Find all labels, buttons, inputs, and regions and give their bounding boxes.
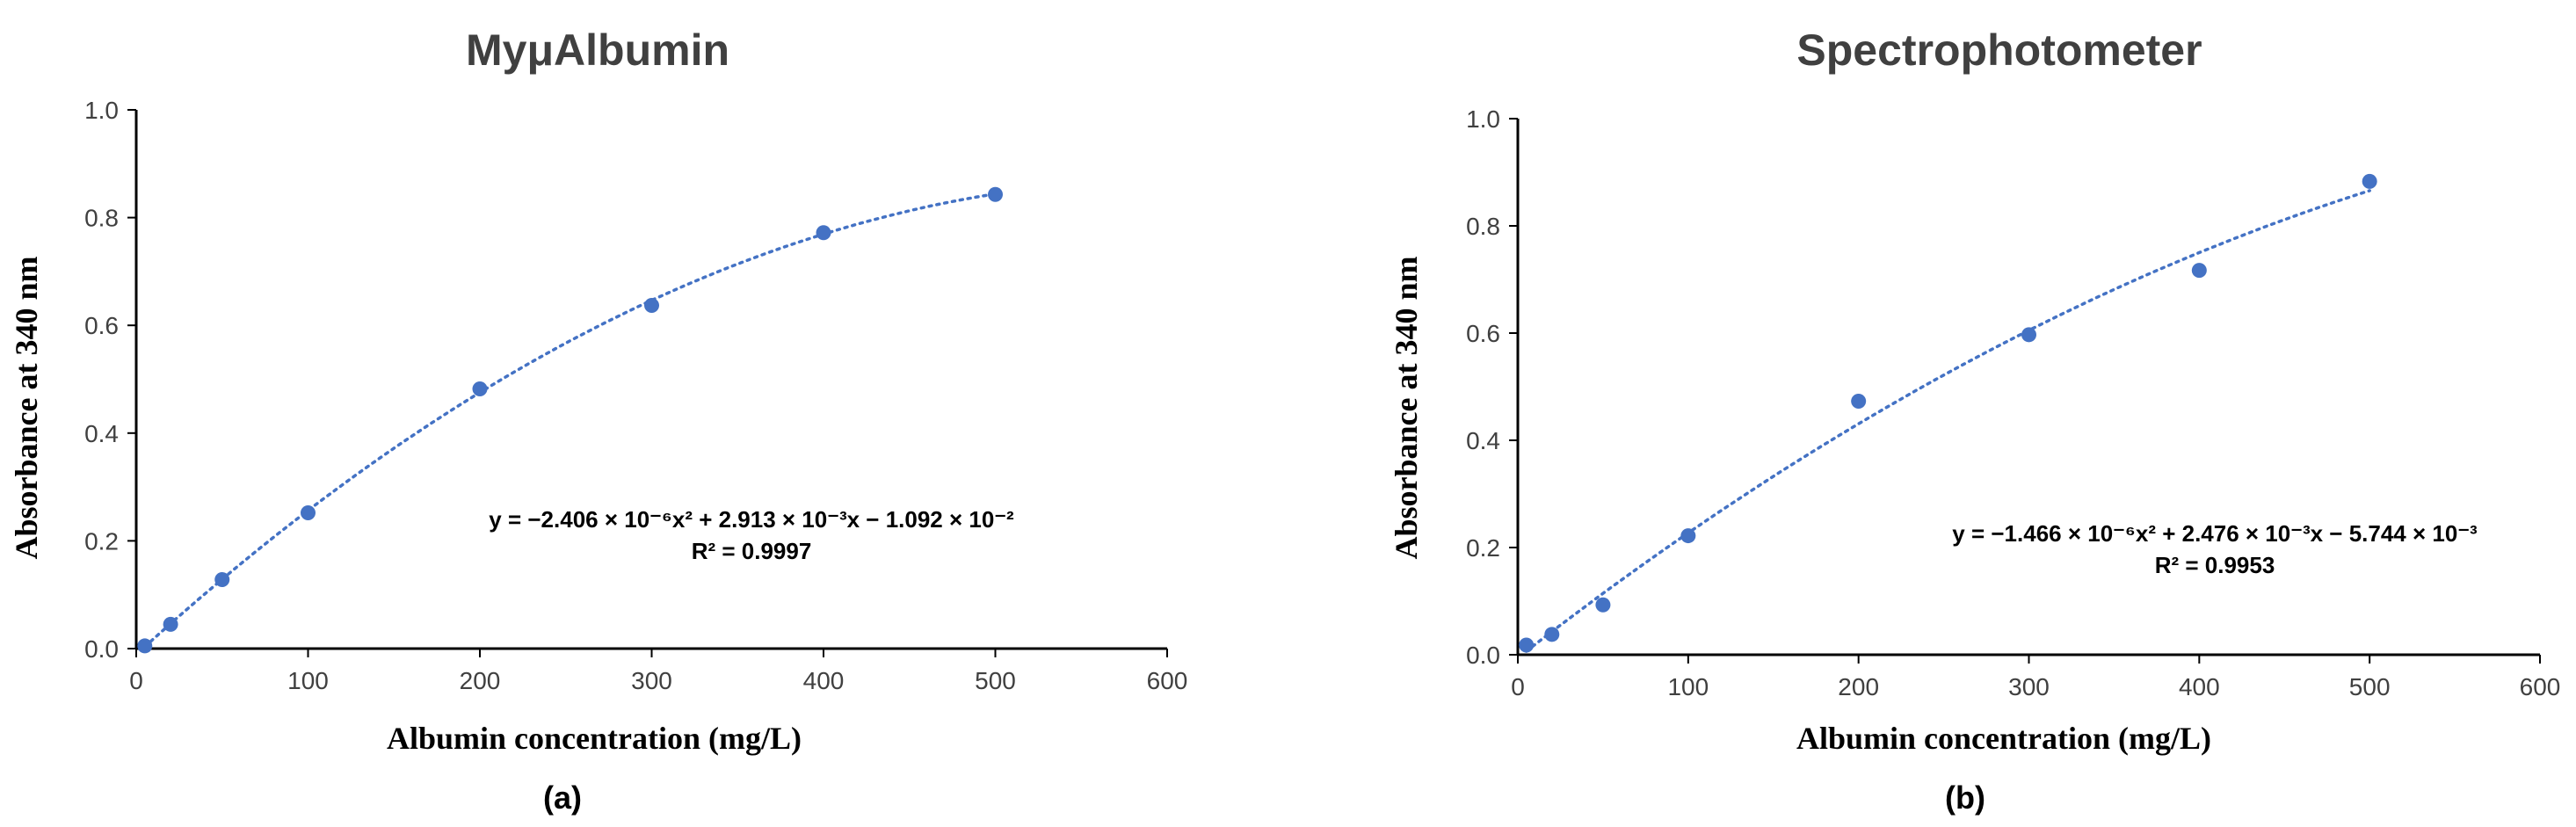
data-point — [2191, 263, 2207, 279]
y-tick-label: 0.4 — [1466, 427, 1500, 454]
chart-title: Spectrophotometer — [1796, 25, 2202, 75]
data-point — [1519, 637, 1535, 653]
data-point — [988, 186, 1003, 202]
data-point — [301, 505, 316, 521]
panel-label: (b) — [1945, 780, 1985, 816]
y-tick-label: 0.4 — [84, 420, 119, 447]
data-point — [214, 572, 230, 588]
r-squared-label: R² = 0.9953 — [2155, 552, 2275, 578]
x-axis-label: Albumin concentration (mg/L) — [1796, 721, 2211, 756]
trendline — [143, 192, 998, 649]
y-tick-label: 1.0 — [1466, 105, 1500, 133]
data-point — [644, 298, 659, 314]
data-point — [2021, 327, 2036, 343]
panel-label: (a) — [543, 780, 582, 816]
x-tick-label: 500 — [2349, 673, 2391, 700]
x-tick-label: 100 — [287, 667, 329, 694]
data-point — [137, 638, 153, 654]
x-tick-label: 0 — [129, 667, 143, 694]
x-tick-label: 300 — [631, 667, 672, 694]
data-point — [1595, 597, 1611, 613]
y-tick-label: 0.6 — [1466, 320, 1500, 347]
data-point — [472, 381, 488, 397]
x-tick-label: 200 — [1838, 673, 1879, 700]
panel-b: Spectrophotometer Absorbance at 340 nm A… — [1389, 25, 2560, 816]
x-tick-label: 300 — [2008, 673, 2050, 700]
x-tick-label: 0 — [1511, 673, 1525, 700]
x-tick-label: 500 — [975, 667, 1016, 694]
x-tick-label: 400 — [2179, 673, 2220, 700]
r-squared-label: R² = 0.9997 — [692, 538, 812, 564]
y-tick-label: 0.2 — [84, 527, 119, 555]
y-axis-label: Absorbance at 340 nm — [9, 256, 44, 559]
y-tick-label: 0.8 — [84, 205, 119, 232]
y-axis-label: Absorbance at 340 nm — [1389, 256, 1424, 559]
chart-title: MyμAlbumin — [466, 25, 729, 75]
y-tick-label: 0.6 — [84, 312, 119, 339]
y-tick-label: 0.0 — [1466, 642, 1500, 669]
x-tick-label: 200 — [460, 667, 501, 694]
trendline-equation: y = −2.406 × 10⁻⁶x² + 2.913 × 10⁻³x − 1.… — [489, 506, 1014, 533]
data-point — [1851, 393, 1867, 409]
x-tick-label: 600 — [1147, 667, 1188, 694]
y-tick-label: 0.8 — [1466, 213, 1500, 240]
panel-a: MyμAlbumin Absorbance at 340 nm Albumin … — [9, 25, 1187, 816]
x-tick-label: 600 — [2520, 673, 2561, 700]
data-point — [1544, 627, 1560, 642]
data-point — [1680, 528, 1696, 544]
trendline-equation: y = −1.466 × 10⁻⁶x² + 2.476 × 10⁻³x − 5.… — [1952, 520, 2478, 547]
data-point — [163, 616, 178, 632]
data-point — [2362, 173, 2377, 189]
x-axis-label: Albumin concentration (mg/L) — [387, 721, 802, 756]
trendline — [1524, 189, 2371, 653]
x-tick-label: 400 — [803, 667, 845, 694]
x-tick-label: 100 — [1667, 673, 1709, 700]
y-tick-label: 0.2 — [1466, 534, 1500, 562]
y-tick-label: 0.0 — [84, 635, 119, 663]
data-point — [816, 225, 831, 241]
y-tick-label: 1.0 — [84, 97, 119, 124]
